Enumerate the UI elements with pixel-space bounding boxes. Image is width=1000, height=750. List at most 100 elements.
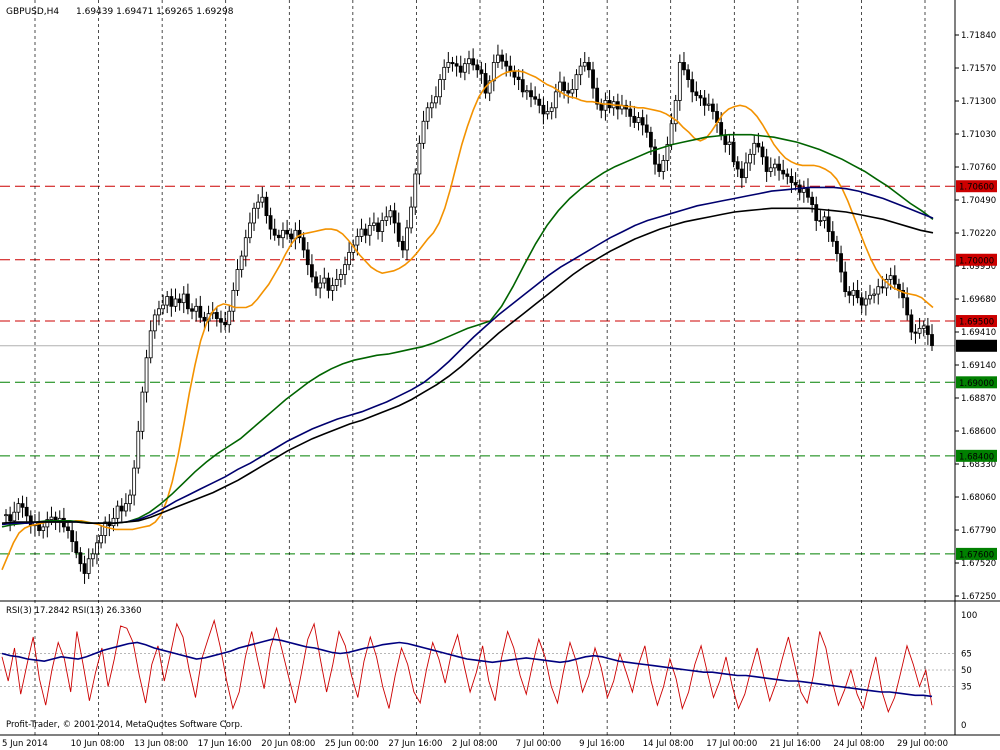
candle-body: [86, 558, 91, 574]
candle-body: [768, 167, 773, 172]
level-label-box: [956, 547, 997, 560]
level-label: 1.69500: [959, 318, 994, 328]
candle-body: [132, 467, 137, 496]
time-tick-label: 2 Jul 08:00: [452, 739, 498, 749]
candle-body: [739, 168, 744, 179]
candle-body: [392, 210, 397, 224]
candle-body: [835, 240, 839, 255]
price-tick-label: 1.69410: [961, 328, 996, 338]
candle-body: [644, 124, 649, 133]
candle-body: [305, 249, 310, 266]
candle-body: [28, 515, 33, 527]
candle-body: [334, 278, 339, 286]
candle-body: [157, 308, 161, 316]
candle-body: [723, 134, 728, 145]
time-tick-label: 25 Jun 00:00: [325, 739, 379, 749]
candle-body: [123, 503, 128, 512]
candle-body: [719, 122, 724, 136]
level-label-box: [956, 315, 997, 328]
candle-body: [628, 108, 633, 117]
candle-body: [735, 161, 740, 170]
candle-body: [843, 271, 848, 293]
candle-body: [872, 293, 877, 296]
candle-body: [876, 286, 881, 295]
candle-body: [161, 304, 165, 310]
candle-body: [248, 222, 252, 239]
candle-body: [863, 298, 868, 306]
price-tick-label: 1.68600: [961, 427, 996, 437]
candle-body: [429, 102, 434, 109]
candle-body: [355, 236, 360, 246]
candle-body: [119, 505, 124, 512]
candle-body: [405, 227, 409, 251]
candle-body: [458, 65, 463, 73]
candle-body: [475, 64, 480, 71]
candle-body: [90, 553, 95, 560]
candle-body: [219, 318, 223, 323]
candle-body: [599, 103, 604, 111]
candle-body: [570, 89, 575, 94]
candle-body: [338, 274, 343, 280]
candle-body: [785, 173, 790, 177]
candle-body: [111, 517, 116, 527]
candle-body: [520, 79, 525, 93]
candle-body: [566, 90, 571, 94]
candle-body: [281, 229, 285, 239]
level-label-box: [956, 180, 997, 193]
candle-body: [706, 103, 711, 106]
price-tick-label: 1.71030: [961, 130, 996, 140]
candle-body: [880, 286, 885, 289]
candle-body: [165, 296, 170, 306]
time-tick-label: 5 Jun 2014: [2, 739, 48, 749]
candle-body: [185, 293, 190, 310]
candle-body: [396, 222, 401, 242]
candle-body: [272, 228, 277, 236]
candle-body: [152, 314, 157, 332]
rsi-tick-label: 65: [961, 650, 972, 660]
candle-body: [454, 63, 459, 67]
candle-body: [694, 91, 699, 96]
moving-average-line: [1, 186, 934, 526]
candle-body: [586, 62, 591, 71]
price-tick-label: 1.70760: [961, 163, 996, 173]
candle-body: [888, 275, 893, 280]
candle-body: [202, 316, 207, 322]
price-tick-label: 1.67250: [961, 592, 996, 602]
candle-body: [169, 296, 174, 307]
candle-body: [582, 62, 587, 67]
candle-body: [677, 62, 682, 101]
candle-body: [508, 65, 513, 72]
candle-body: [549, 107, 554, 112]
candle-body: [868, 294, 872, 300]
time-tick-label: 17 Jun 16:00: [198, 739, 252, 749]
candle-body: [326, 277, 331, 291]
candle-body: [318, 282, 323, 289]
price-tick-label: 1.69680: [961, 295, 996, 305]
candle-body: [756, 142, 761, 148]
price-tick-label: 1.67790: [961, 526, 996, 536]
candle-body: [264, 196, 269, 217]
price-tick-label: 1.68870: [961, 394, 996, 404]
candle-body: [347, 251, 352, 266]
rsi-tick-label: 100: [961, 611, 977, 621]
price-tick-label: 1.69140: [961, 361, 996, 371]
candle-body: [99, 535, 103, 544]
candle-body: [702, 97, 707, 106]
candle-body: [479, 69, 484, 74]
candle-body: [744, 162, 748, 179]
candle-body: [380, 220, 385, 232]
candle-body: [140, 391, 145, 432]
price-tick-label: 1.68060: [961, 493, 996, 503]
candle-body: [144, 357, 149, 393]
candle-body: [851, 289, 856, 296]
moving-average-line: [1, 133, 934, 528]
level-label: 1.67600: [959, 550, 994, 560]
price-tick-label: 1.70490: [961, 196, 996, 206]
time-tick-label: 14 Jul 08:00: [643, 739, 694, 749]
candle-body: [363, 228, 368, 236]
candle-body: [500, 54, 504, 62]
candle-body: [810, 196, 815, 206]
candle-body: [574, 74, 579, 90]
level-label: 1.68400: [959, 452, 994, 462]
candle-body: [260, 196, 265, 203]
